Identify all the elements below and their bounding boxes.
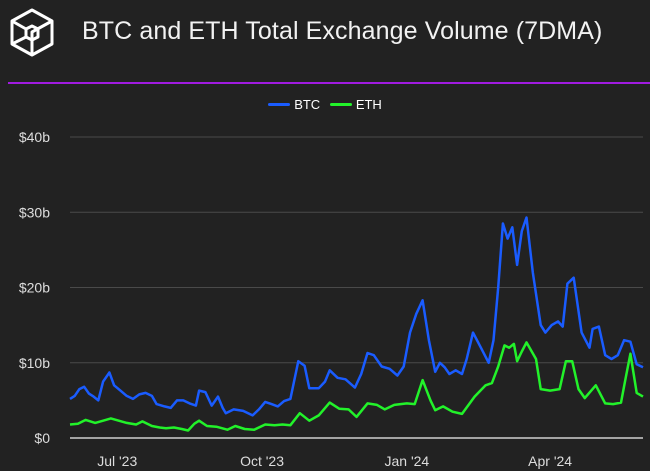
- x-tick-label: Jul '23: [97, 453, 137, 469]
- legend-item-eth[interactable]: ETH: [329, 97, 382, 112]
- legend-item-btc[interactable]: BTC: [268, 97, 320, 112]
- legend-label-eth: ETH: [355, 97, 382, 112]
- chart-title: BTC and ETH Total Exchange Volume (7DMA): [82, 17, 603, 45]
- legend-label-btc: BTC: [294, 97, 321, 112]
- legend: BTC ETH: [0, 94, 650, 112]
- eth-swatch: [329, 103, 352, 106]
- y-tick-label: $10b: [19, 355, 50, 371]
- x-tick-label: Jan '24: [385, 453, 430, 469]
- x-tick-label: Apr '24: [528, 453, 572, 469]
- series-line-eth: [69, 341, 644, 432]
- y-tick-label: $0: [34, 430, 50, 446]
- series-line-btc: [69, 216, 644, 417]
- y-tick-label: $30b: [19, 204, 50, 220]
- y-tick-label: $20b: [19, 280, 50, 296]
- header-divider: [8, 82, 650, 84]
- x-tick-label: Oct '23: [240, 453, 284, 469]
- cube-logo-icon: [10, 8, 54, 57]
- btc-swatch: [268, 103, 291, 106]
- y-tick-label: $40b: [19, 129, 50, 145]
